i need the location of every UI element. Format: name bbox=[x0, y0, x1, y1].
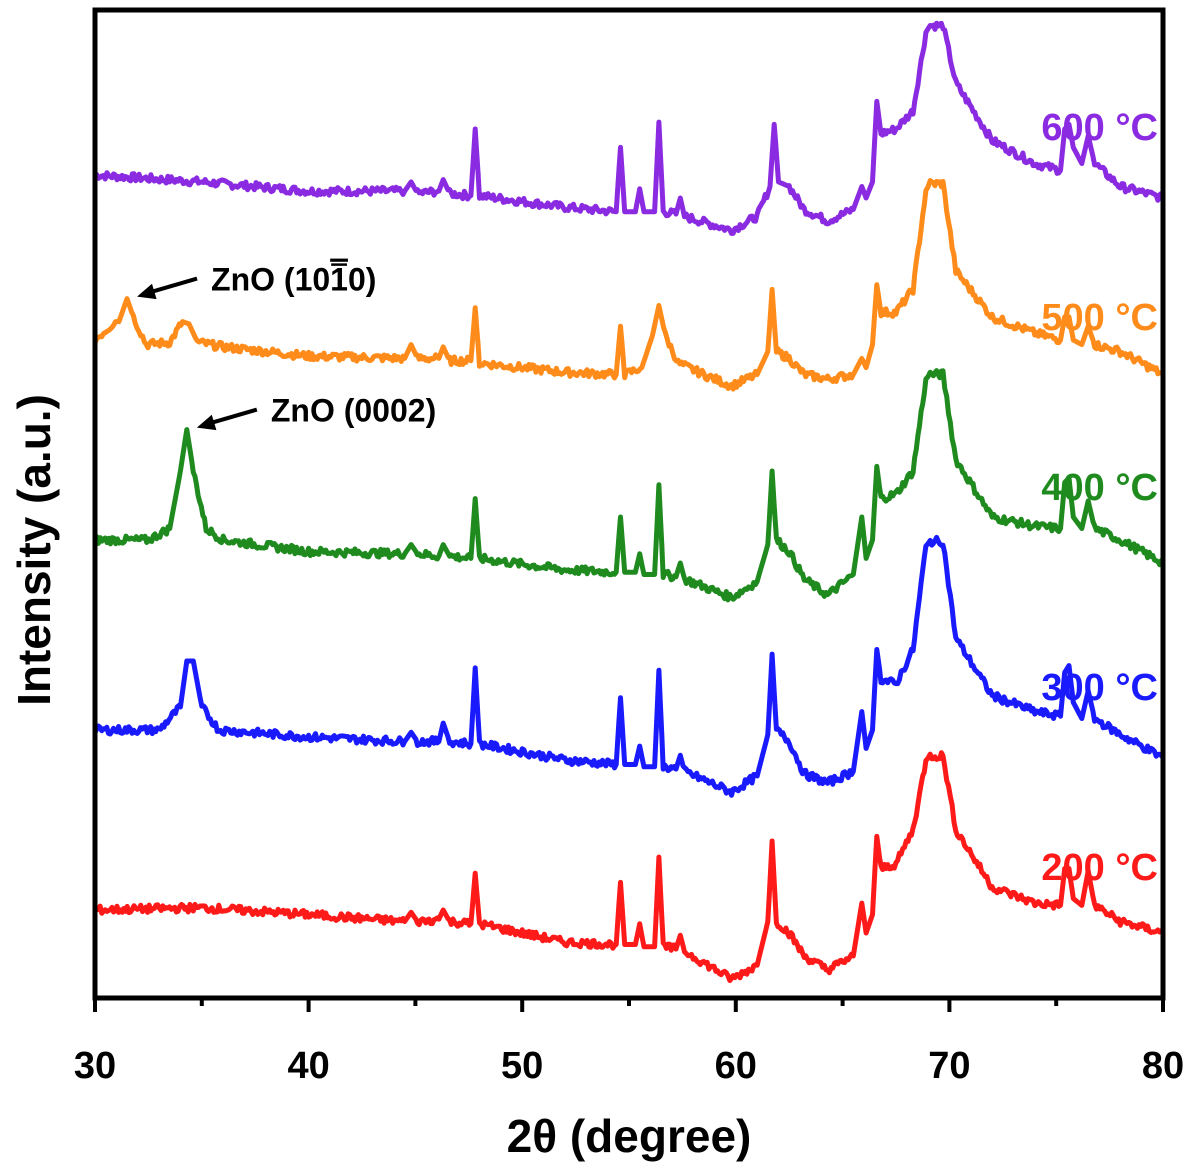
x-axis-ticks: 30 40 50 60 70 80 bbox=[74, 998, 1184, 1087]
annotation-arrow-head bbox=[137, 283, 157, 300]
peak-annotations: ZnO (1010) ZnO (0002) bbox=[137, 262, 436, 431]
series-traces bbox=[95, 20, 1163, 983]
trace-300-c bbox=[95, 534, 1163, 798]
series-label-400-c: 400 °C bbox=[1041, 467, 1158, 509]
series-labels: 600 °C 500 °C 400 °C 300 °C 200 °C bbox=[1041, 107, 1158, 889]
annotation-arrow-line bbox=[208, 407, 258, 426]
series-label-200-c: 200 °C bbox=[1041, 847, 1158, 889]
x-tick-label-40: 40 bbox=[287, 1045, 329, 1087]
series-label-300-c: 300 °C bbox=[1041, 667, 1158, 709]
y-axis-title: Intensity (a.u.) bbox=[8, 394, 60, 706]
series-label-600-c: 600 °C bbox=[1041, 107, 1158, 149]
trace-200-c bbox=[95, 750, 1163, 983]
plot-frame bbox=[92, 7, 1166, 1001]
trace-500-c bbox=[95, 178, 1163, 392]
annotation-arrow-line bbox=[148, 276, 198, 295]
annotation-arrow-head bbox=[196, 414, 217, 431]
x-axis-title: 2θ (degree) bbox=[507, 1110, 752, 1162]
annotation-zno-0002: ZnO (0002) bbox=[271, 393, 436, 429]
trace-400-c bbox=[95, 368, 1163, 603]
x-tick-label-70: 70 bbox=[928, 1045, 970, 1087]
trace-600-c bbox=[95, 20, 1163, 236]
x-tick-label-30: 30 bbox=[74, 1045, 116, 1087]
series-label-500-c: 500 °C bbox=[1041, 297, 1158, 339]
x-tick-label-80: 80 bbox=[1142, 1045, 1184, 1087]
annotation-zno-10: ZnO (1010) bbox=[211, 262, 376, 298]
x-tick-label-60: 60 bbox=[715, 1045, 757, 1087]
x-tick-label-50: 50 bbox=[501, 1045, 543, 1087]
